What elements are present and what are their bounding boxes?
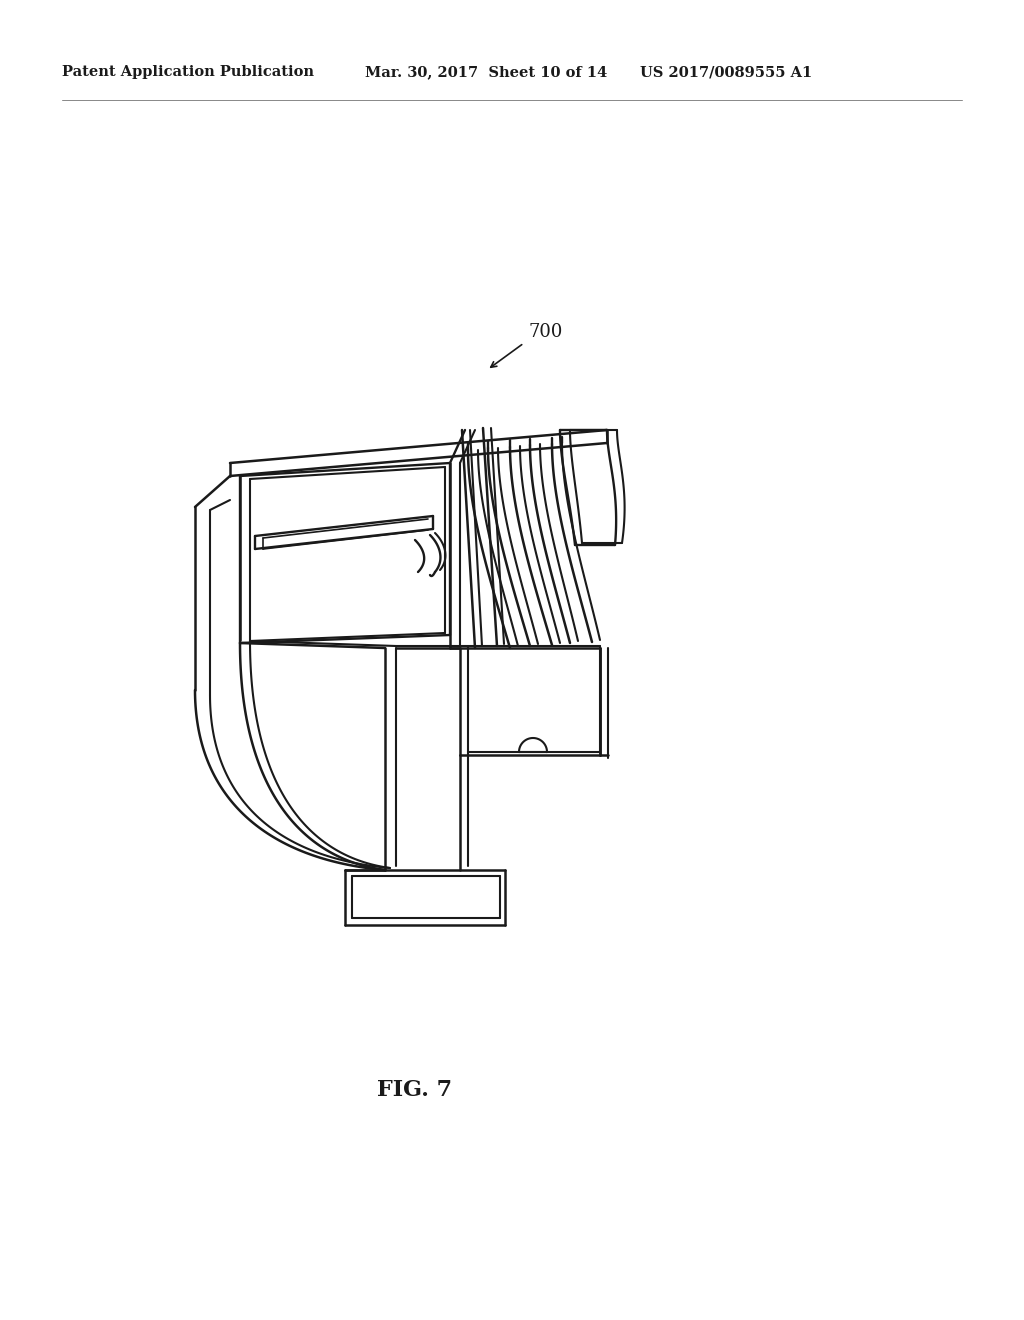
Text: Patent Application Publication: Patent Application Publication [62, 65, 314, 79]
Text: US 2017/0089555 A1: US 2017/0089555 A1 [640, 65, 812, 79]
Text: FIG. 7: FIG. 7 [378, 1078, 453, 1101]
Text: Mar. 30, 2017  Sheet 10 of 14: Mar. 30, 2017 Sheet 10 of 14 [365, 65, 607, 79]
Text: 700: 700 [528, 323, 562, 341]
